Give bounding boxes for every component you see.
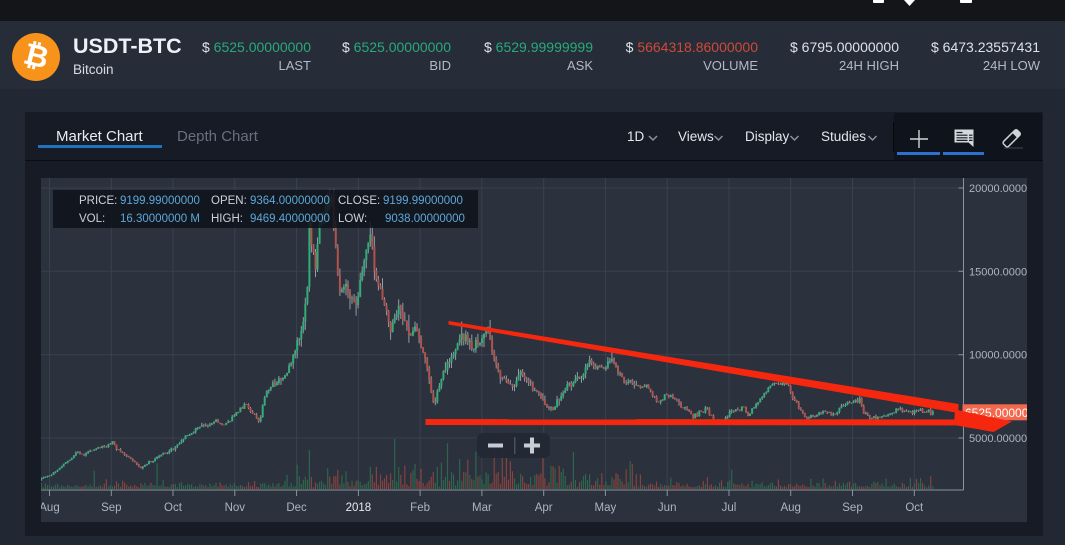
svg-text:5000.00000: 5000.00000 [969, 433, 1027, 445]
svg-text:Aug: Aug [780, 502, 800, 514]
svg-text:Apr: Apr [534, 502, 552, 514]
svg-text:Dec: Dec [286, 502, 307, 514]
svg-text:Nov: Nov [224, 502, 245, 514]
svg-text:Jun: Jun [657, 502, 676, 514]
svg-text:May: May [594, 502, 616, 514]
svg-text:Oct: Oct [164, 502, 183, 514]
svg-text:Sep: Sep [101, 502, 121, 514]
svg-text:20000.0000: 20000.0000 [969, 183, 1027, 195]
svg-text:10000.0000: 10000.0000 [969, 350, 1027, 362]
svg-text:2018: 2018 [345, 502, 371, 514]
svg-text:Sep: Sep [842, 502, 862, 514]
svg-text:Mar: Mar [471, 502, 491, 514]
svg-text:Oct: Oct [905, 502, 924, 514]
svg-text:Jul: Jul [721, 502, 736, 514]
svg-text:Aug: Aug [41, 502, 60, 514]
svg-text:15000.0000: 15000.0000 [969, 266, 1027, 278]
svg-text:Feb: Feb [410, 502, 430, 514]
